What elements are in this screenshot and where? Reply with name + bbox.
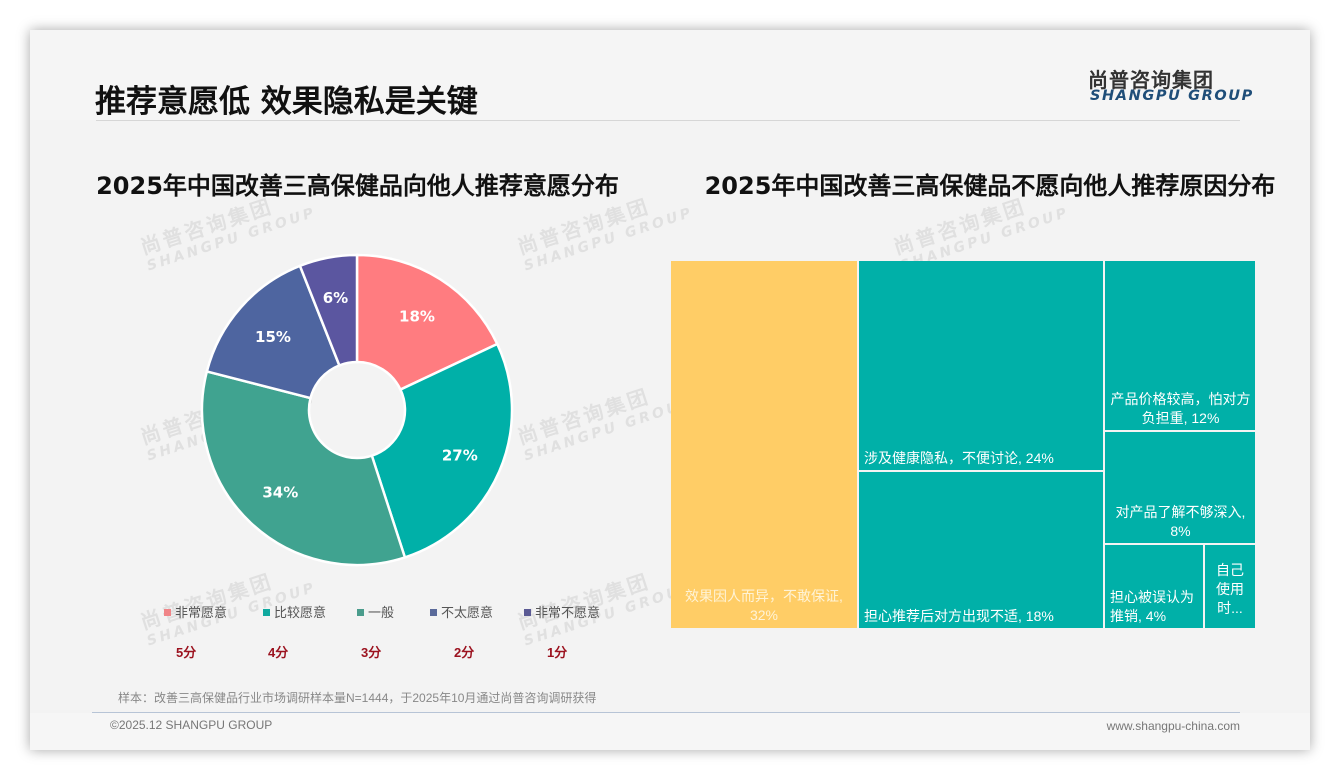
score-label: 5分 — [176, 645, 197, 660]
legend-item-neutral: 一般 — [357, 602, 394, 621]
legend-swatch — [430, 609, 437, 617]
donut-labels: 18% 27% 34% 15% 6% — [255, 289, 478, 502]
donut-chart: 18% 27% 34% 15% 6% — [200, 253, 514, 567]
treemap-tile-seen-as-selling: 担心被误认为推销, 4% — [1105, 545, 1203, 628]
tile-label: 担心被误认为推销, 4% — [1110, 589, 1194, 624]
score-label: 1分 — [547, 645, 568, 660]
sample-note: 样本：改善三高保健品行业市场调研样本量N=1444，于2025年10月通过尚普咨… — [118, 691, 597, 705]
donut-slice — [298, 253, 359, 367]
tile-label: 自己使用时... — [1216, 562, 1244, 616]
treemap-tile-effect-varies: 效果因人而异，不敢保证, 32% — [671, 261, 857, 628]
legend-item-not-very-willing: 不太愿意 — [430, 602, 493, 621]
donut-chart-title: 2025年中国改善三高保健品向他人推荐意愿分布 — [96, 172, 619, 200]
donut-slice-label: 34% — [262, 484, 298, 502]
legend-swatch — [524, 609, 531, 617]
website-link[interactable]: www.shangpu-china.com — [1106, 719, 1240, 733]
treemap-tile-high-price: 产品价格较高，怕对方负担重, 12% — [1105, 261, 1255, 430]
tile-label: 对产品了解不够深入, 8% — [1115, 504, 1246, 539]
legend-item-very-willing: 非常愿意 — [164, 602, 227, 621]
copyright: ©2025.12 SHANGPU GROUP — [110, 718, 273, 732]
donut-slice-label: 18% — [399, 307, 435, 325]
donut-slice-label: 6% — [323, 289, 348, 307]
donut-slice — [205, 264, 341, 400]
donut-slices — [200, 253, 514, 567]
donut-slice — [200, 369, 407, 567]
score-label: 4分 — [268, 645, 289, 660]
score-label: 2分 — [454, 645, 475, 660]
footer-band — [30, 713, 1310, 750]
header-band — [30, 30, 1310, 120]
tile-label: 担心推荐后对方出现不适, 18% — [864, 608, 1054, 624]
donut-slice — [355, 253, 499, 392]
treemap-chart: 效果因人而异，不敢保证, 32% 涉及健康隐私，不便讨论, 24% 担心推荐后对… — [671, 261, 1255, 628]
treemap-chart-title: 2025年中国改善三高保健品不愿向他人推荐原因分布 — [704, 172, 1276, 200]
footer-divider — [92, 712, 1240, 713]
score-label: 3分 — [361, 645, 382, 660]
legend-swatch — [357, 609, 364, 617]
donut-legend: 非常愿意 比较愿意 一般 不太愿意 非常不愿意 — [160, 602, 660, 624]
donut-slice-label: 27% — [442, 446, 478, 464]
legend-item-fairly-willing: 比较愿意 — [263, 602, 326, 621]
donut-slice — [370, 342, 514, 559]
tile-label: 涉及健康隐私，不便讨论, 24% — [864, 450, 1054, 466]
treemap-tile-discomfort-worry: 担心推荐后对方出现不适, 18% — [859, 472, 1103, 628]
donut-slice-label: 15% — [255, 328, 291, 346]
tile-label: 产品价格较高，怕对方负担重, 12% — [1110, 391, 1251, 426]
tile-label: 效果因人而异，不敢保证, 32% — [685, 588, 843, 623]
treemap-tile-own-use: 自己使用时... — [1205, 545, 1255, 628]
logo-english: SHANGPU GROUP — [1090, 88, 1254, 104]
title-divider — [96, 120, 1240, 121]
slide: 尚普咨询集团 SHANGPU GROUP 尚普咨询集团 SHANGPU GROUP … — [30, 30, 1310, 750]
treemap-tile-limited-knowledge: 对产品了解不够深入, 8% — [1105, 432, 1255, 543]
legend-swatch — [263, 609, 270, 617]
logo-chinese: 尚普咨询集团 — [1088, 68, 1214, 92]
legend-swatch — [164, 609, 171, 617]
treemap-tile-health-privacy: 涉及健康隐私，不便讨论, 24% — [859, 261, 1103, 470]
legend-item-very-unwilling: 非常不愿意 — [524, 602, 600, 621]
page-title: 推荐意愿低 效果隐私是关键 — [95, 84, 478, 120]
